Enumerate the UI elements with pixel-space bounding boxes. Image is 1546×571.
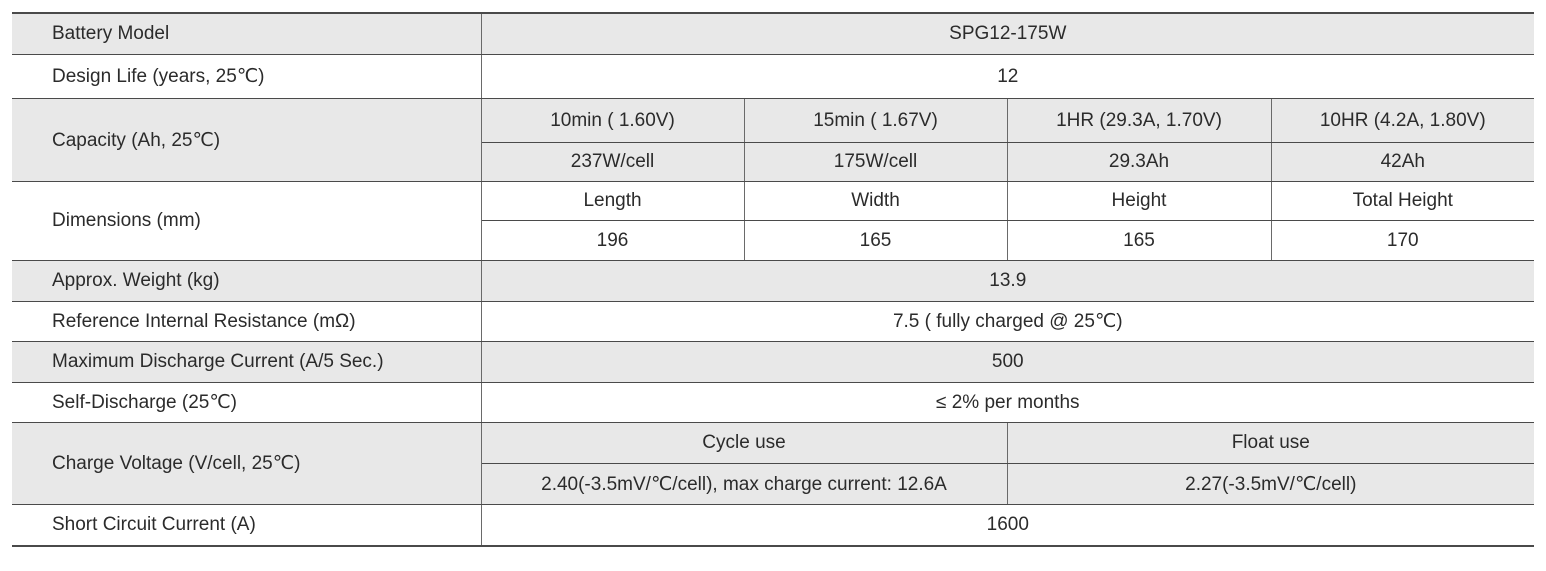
dimension-value-height: 165 <box>1006 220 1271 261</box>
weight-label: Approx. Weight (kg) <box>12 260 482 302</box>
charge-voltage-value-cycle: 2.40(-3.5mV/℃/cell), max charge current:… <box>481 463 1007 505</box>
row-short-circuit: Short Circuit Current (A) 1600 <box>12 504 1535 547</box>
capacity-header-10hr: 10HR (4.2A, 1.80V) <box>1270 98 1535 143</box>
dimension-header-height: Height <box>1006 181 1271 221</box>
dimension-value-length: 196 <box>481 220 744 261</box>
self-discharge-label: Self-Discharge (25℃) <box>12 382 482 423</box>
row-internal-resistance: Reference Internal Resistance (mΩ) 7.5 (… <box>12 301 1535 342</box>
internal-resistance-label: Reference Internal Resistance (mΩ) <box>12 301 482 342</box>
dimension-header-length: Length <box>481 181 744 221</box>
battery-model-value: SPG12-175W <box>481 12 1535 55</box>
design-life-value: 12 <box>481 54 1535 99</box>
internal-resistance-value: 7.5 ( fully charged @ 25℃) <box>481 301 1535 342</box>
battery-model-label: Battery Model <box>12 12 482 55</box>
max-discharge-value: 500 <box>481 341 1535 383</box>
design-life-label: Design Life (years, 25℃) <box>12 54 482 99</box>
short-circuit-value: 1600 <box>481 504 1535 547</box>
row-charge-voltage-values: 2.40(-3.5mV/℃/cell), max charge current:… <box>12 463 1535 505</box>
battery-spec-table: Battery Model SPG12-175W Design Life (ye… <box>12 12 1535 547</box>
row-self-discharge: Self-Discharge (25℃) ≤ 2% per months <box>12 382 1535 423</box>
row-dimension-headers: Dimensions (mm) Length Width Height Tota… <box>12 181 1535 261</box>
row-battery-model: Battery Model SPG12-175W <box>12 12 1535 55</box>
charge-voltage-value-float: 2.27(-3.5mV/℃/cell) <box>1006 463 1535 505</box>
dimension-value-width: 165 <box>743 220 1007 261</box>
dimension-value-total-height: 170 <box>1270 220 1535 261</box>
capacity-value-15min: 175W/cell <box>743 142 1007 182</box>
max-discharge-label: Maximum Discharge Current (A/5 Sec.) <box>12 341 482 383</box>
weight-value: 13.9 <box>481 260 1535 302</box>
capacity-header-10min: 10min ( 1.60V) <box>481 98 744 143</box>
dimension-header-total-height: Total Height <box>1270 181 1535 221</box>
charge-voltage-header-cycle: Cycle use <box>481 422 1007 464</box>
row-max-discharge: Maximum Discharge Current (A/5 Sec.) 500 <box>12 341 1535 383</box>
dimension-header-width: Width <box>743 181 1007 221</box>
self-discharge-value: ≤ 2% per months <box>481 382 1535 423</box>
row-weight: Approx. Weight (kg) 13.9 <box>12 260 1535 302</box>
row-design-life: Design Life (years, 25℃) 12 <box>12 54 1535 99</box>
row-capacity-headers: Capacity (Ah, 25℃) 10min ( 1.60V) 15min … <box>12 98 1535 182</box>
charge-voltage-label: Charge Voltage (V/cell, 25℃) <box>12 422 482 505</box>
charge-voltage-header-float: Float use <box>1006 422 1535 464</box>
capacity-header-1hr: 1HR (29.3A, 1.70V) <box>1006 98 1271 143</box>
row-capacity-values: 237W/cell 175W/cell 29.3Ah 42Ah <box>12 142 1535 182</box>
capacity-header-15min: 15min ( 1.67V) <box>743 98 1007 143</box>
row-charge-voltage-headers: Charge Voltage (V/cell, 25℃) Cycle use F… <box>12 422 1535 505</box>
short-circuit-label: Short Circuit Current (A) <box>12 504 482 547</box>
capacity-value-10hr: 42Ah <box>1270 142 1535 182</box>
capacity-value-1hr: 29.3Ah <box>1006 142 1271 182</box>
capacity-value-10min: 237W/cell <box>481 142 744 182</box>
dimensions-label: Dimensions (mm) <box>12 181 482 261</box>
capacity-label: Capacity (Ah, 25℃) <box>12 98 482 182</box>
